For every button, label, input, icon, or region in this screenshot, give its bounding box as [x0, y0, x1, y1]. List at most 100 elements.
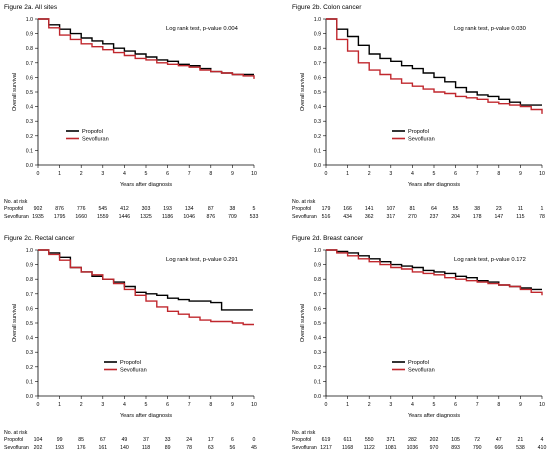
risk-row-label-sevofluran: Sevofluran: [4, 445, 29, 451]
risk-value: 115: [516, 214, 524, 220]
logrank-annotation: Log rank test, p-value 0.291: [166, 257, 238, 263]
legend-label-sevofluran: Sevofluran: [408, 368, 435, 374]
y-tick-label: 0.6: [314, 306, 321, 312]
risk-value: 178: [473, 214, 482, 220]
y-tick-label: 0.0: [26, 163, 33, 169]
risk-value: 64: [431, 206, 437, 212]
y-tick-label: 0.4: [314, 105, 321, 111]
legend-label-sevofluran: Sevofluran: [120, 368, 147, 374]
risk-value: 371: [386, 437, 395, 443]
y-tick-label: 0.2: [26, 365, 33, 371]
risk-row-label-sevofluran: Sevofluran: [292, 214, 317, 220]
risk-value: 56: [230, 445, 236, 451]
x-tick-label: 8: [209, 402, 212, 408]
x-tick-label: 9: [231, 171, 234, 177]
risk-value: 176: [77, 445, 86, 451]
x-tick-label: 3: [389, 171, 392, 177]
risk-value: 270: [408, 214, 417, 220]
risk-value: 147: [494, 214, 503, 220]
risk-row-label-propofol: Propofol: [4, 437, 23, 443]
risk-value: 24: [186, 437, 192, 443]
survival-curve-sevofluran: [38, 249, 254, 326]
y-tick-label: 0.4: [26, 105, 33, 111]
panel-title: Figure 2b. Colon cancer: [292, 4, 362, 11]
risk-value: 237: [430, 214, 439, 220]
risk-value: 282: [408, 437, 417, 443]
risk-value: 410: [538, 445, 547, 451]
risk-value: 99: [57, 437, 63, 443]
risk-value: 107: [386, 206, 395, 212]
x-tick-label: 8: [497, 171, 500, 177]
risk-value: 666: [494, 445, 503, 451]
x-tick-label: 2: [80, 402, 83, 408]
risk-value: 0: [253, 437, 256, 443]
risk-value: 166: [343, 206, 352, 212]
x-tick-label: 5: [433, 402, 436, 408]
risk-value: 1559: [97, 214, 109, 220]
risk-value: 1: [541, 206, 544, 212]
x-tick-label: 7: [188, 402, 191, 408]
risk-table-header: No. at risk: [4, 430, 28, 436]
y-tick-label: 0.5: [26, 90, 33, 96]
x-axis-label: Years after diagnosis: [120, 182, 172, 188]
risk-row-label-sevofluran: Sevofluran: [4, 214, 29, 220]
risk-value: 317: [386, 214, 395, 220]
legend: Propofol Sevofluran: [392, 129, 435, 143]
x-tick-label: 10: [251, 171, 257, 177]
risk-row-label-propofol: Propofol: [292, 437, 311, 443]
risk-value: 204: [451, 214, 460, 220]
risk-value: 6: [231, 437, 234, 443]
legend-label-sevofluran: Sevofluran: [408, 137, 435, 143]
x-tick-label: 0: [325, 402, 328, 408]
risk-table-header: No. at risk: [292, 430, 316, 436]
y-tick-label: 0.6: [314, 75, 321, 81]
risk-value: 67: [100, 437, 106, 443]
risk-value: 202: [34, 445, 43, 451]
risk-table-header: No. at risk: [4, 199, 28, 205]
x-tick-label: 5: [145, 171, 148, 177]
x-tick-label: 6: [166, 402, 169, 408]
risk-value: 38: [474, 206, 480, 212]
y-tick-label: 0.9: [314, 263, 321, 269]
risk-value: 412: [120, 206, 129, 212]
x-tick-label: 2: [368, 402, 371, 408]
x-tick-label: 0: [325, 171, 328, 177]
y-tick-label: 0.5: [314, 321, 321, 327]
risk-value: 5: [253, 206, 256, 212]
y-tick-label: 1.0: [314, 248, 321, 254]
x-tick-label: 1: [346, 402, 349, 408]
x-axis-label: Years after diagnosis: [408, 182, 460, 188]
y-tick-label: 0.9: [26, 263, 33, 269]
risk-value: 179: [322, 206, 331, 212]
risk-value: 902: [34, 206, 43, 212]
risk-value: 776: [77, 206, 86, 212]
y-axis-label: Overall survival: [12, 73, 18, 111]
risk-value: 545: [98, 206, 107, 212]
y-tick-label: 0.4: [314, 336, 321, 342]
x-tick-label: 0: [37, 171, 40, 177]
risk-value: 193: [55, 445, 64, 451]
logrank-annotation: Log rank test, p-value 0.030: [454, 26, 526, 32]
y-tick-label: 0.8: [26, 46, 33, 52]
x-tick-label: 9: [519, 171, 522, 177]
risk-value: 17: [208, 437, 214, 443]
panel-rectal-cancer: Figure 2c. Rectal cancer 0.0 0.1 0.2 0.3 0.4 0…: [4, 235, 257, 451]
y-tick-label: 0.1: [314, 148, 321, 154]
x-tick-label: 6: [454, 171, 457, 177]
risk-value: 1935: [32, 214, 44, 220]
risk-value: 876: [206, 214, 215, 220]
panel-title: Figure 2d. Breast cancer: [292, 235, 364, 242]
x-tick-label: 4: [123, 171, 126, 177]
risk-value: 1795: [54, 214, 66, 220]
y-tick-label: 1.0: [26, 17, 33, 23]
panel-colon-cancer: Figure 2b. Colon cancer 0.0 0.1 0.2 0.3 0.4 0.…: [292, 4, 545, 220]
y-tick-label: 0.7: [26, 61, 33, 67]
y-axis-label: Overall survival: [12, 304, 18, 342]
y-tick-label: 0.6: [26, 75, 33, 81]
risk-value: 533: [250, 214, 259, 220]
x-tick-label: 4: [411, 402, 414, 408]
x-tick-label: 9: [231, 402, 234, 408]
risk-value: 141: [365, 206, 374, 212]
risk-value: 23: [496, 206, 502, 212]
